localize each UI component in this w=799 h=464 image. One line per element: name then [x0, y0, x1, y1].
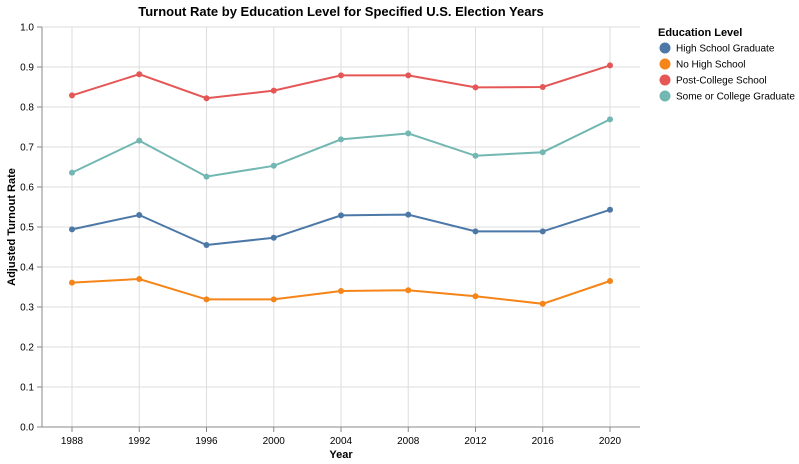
data-point	[405, 72, 412, 79]
legend-label: Some or College Graduate	[676, 92, 795, 103]
legend-label: Post-College School	[676, 76, 767, 87]
legend-item-no-high-school: No High School	[659, 58, 745, 71]
y-tick-label: 0.7	[20, 143, 34, 154]
legend-label: No High School	[676, 60, 745, 71]
legend: Education Level High School Graduate No H…	[658, 27, 795, 103]
data-point	[472, 152, 479, 159]
series-high-school-graduate	[69, 206, 613, 248]
data-point	[338, 288, 344, 294]
data-point	[607, 278, 613, 284]
data-point	[203, 242, 210, 248]
x-tick-label: 2020	[599, 436, 622, 447]
data-point	[539, 149, 546, 156]
data-point	[472, 228, 479, 235]
data-point	[607, 116, 613, 123]
legend-label: High School Graduate	[676, 44, 775, 55]
y-tick-label: 1.0	[20, 23, 34, 34]
data-point	[69, 226, 75, 233]
data-point	[136, 137, 143, 144]
data-point	[338, 212, 344, 219]
data-point	[338, 136, 344, 143]
legend-swatch	[659, 42, 671, 54]
data-point	[69, 92, 75, 99]
series-some-or-college-graduate	[69, 116, 613, 180]
data-point	[203, 95, 210, 102]
data-point	[69, 169, 75, 176]
x-tick-label: 2008	[397, 436, 420, 447]
data-point	[203, 173, 210, 180]
x-tick-label: 2012	[464, 436, 487, 447]
axes: 1988 1992 1996 2000 2004 2008 2012 2016 2020 0.0 0…	[20, 23, 640, 447]
data-point	[405, 287, 412, 294]
series-no-high-school	[69, 276, 613, 307]
y-tick-label: 0.5	[20, 223, 34, 234]
data-point	[405, 211, 412, 218]
y-tick-label: 0.9	[20, 63, 34, 74]
x-tick-label: 2016	[532, 436, 555, 447]
data-point	[203, 296, 210, 303]
series-post-college-school	[69, 62, 613, 102]
legend-item-some-or-college-graduate: Some or College Graduate	[659, 90, 795, 103]
series-lines	[69, 62, 613, 307]
data-point	[472, 84, 479, 91]
x-tick-label: 1992	[128, 436, 151, 447]
y-tick-label: 0.8	[20, 103, 34, 114]
x-tick-label: 1988	[61, 436, 84, 447]
data-point	[270, 87, 277, 94]
chart-title: Turnout Rate by Education Level for Spec…	[138, 4, 544, 19]
y-tick-label: 0.0	[20, 423, 34, 434]
legend-item-high-school-graduate: High School Graduate	[659, 42, 775, 55]
y-tick-label: 0.1	[20, 383, 34, 394]
y-tick-label: 0.3	[20, 303, 34, 314]
data-point	[405, 130, 412, 137]
data-point	[270, 296, 277, 303]
data-point	[338, 72, 344, 79]
y-tick-label: 0.2	[20, 343, 34, 354]
legend-item-post-college-school: Post-College School	[659, 74, 767, 87]
legend-swatch	[659, 90, 671, 102]
data-point	[607, 206, 613, 213]
data-point	[539, 84, 546, 90]
x-axis-title: Year	[329, 449, 353, 461]
data-point	[270, 234, 277, 241]
x-tick-label: 1996	[195, 436, 218, 447]
y-axis-title: Adjusted Turnout Rate	[6, 168, 18, 286]
data-point	[136, 71, 143, 78]
y-tick-label: 0.4	[20, 263, 34, 274]
y-tick-label: 0.6	[20, 183, 34, 194]
legend-title: Education Level	[658, 27, 742, 39]
data-point	[539, 300, 546, 307]
data-point	[472, 293, 479, 300]
data-point	[607, 62, 613, 69]
legend-swatch	[659, 74, 671, 86]
x-tick-label: 2004	[330, 436, 353, 447]
data-point	[136, 276, 143, 282]
legend-swatch	[659, 58, 671, 70]
data-point	[539, 228, 546, 235]
grid	[42, 26, 640, 428]
x-tick-label: 2000	[263, 436, 286, 447]
data-point	[270, 162, 277, 169]
data-point	[136, 212, 143, 218]
data-point	[69, 279, 75, 286]
